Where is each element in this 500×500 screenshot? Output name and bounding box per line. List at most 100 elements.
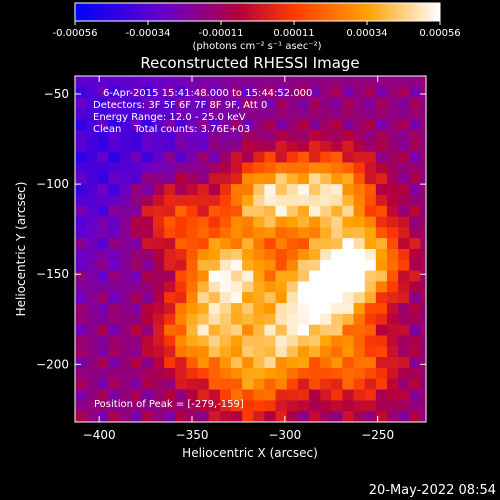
heatmap-cell — [75, 335, 87, 347]
y-axis-ticks: −50 −100 −150 −200 — [36, 87, 426, 371]
heatmap-cell — [86, 184, 98, 196]
heatmap-cell — [186, 378, 199, 391]
heatmap-cell — [331, 270, 344, 283]
heatmap-cell — [153, 184, 165, 196]
heatmap-cell — [375, 162, 388, 174]
heatmap-cell — [108, 108, 121, 120]
heatmap-cell — [309, 249, 321, 261]
heatmap-cell — [275, 140, 288, 153]
heatmap-cell — [353, 335, 366, 347]
heatmap-cell — [97, 313, 110, 326]
heatmap-cell — [264, 86, 277, 99]
heatmap-cell — [253, 346, 266, 358]
heatmap-cell — [86, 249, 98, 261]
heatmap-cell — [186, 227, 199, 239]
heatmap-cell — [286, 216, 299, 228]
heatmap-cell — [297, 162, 310, 174]
heatmap-cell — [208, 140, 221, 153]
heatmap-cell — [242, 119, 254, 131]
heatmap-cell — [353, 367, 366, 380]
heatmap-cell — [342, 389, 355, 401]
heatmap-cell — [297, 86, 310, 99]
heatmap-cell — [208, 162, 221, 174]
heatmap-cell — [108, 400, 121, 412]
heatmap-cell — [86, 270, 98, 283]
heatmap-cell — [286, 184, 299, 196]
heatmap-cell — [387, 324, 399, 337]
info-clean-counts: Clean Total counts: 3.76E+03 — [93, 124, 250, 135]
heatmap-cell — [153, 86, 165, 99]
heatmap-cell — [286, 389, 299, 401]
heatmap-cell — [364, 227, 377, 239]
heatmap-cell — [297, 227, 310, 239]
heatmap-cell — [242, 97, 254, 110]
heatmap-cell — [398, 313, 410, 326]
heatmap-cell — [409, 259, 422, 272]
heatmap-cell — [275, 184, 288, 196]
heatmap-cell — [219, 173, 232, 185]
heatmap-cell — [398, 76, 410, 88]
heatmap-cell — [387, 389, 399, 401]
heatmap-cell — [387, 119, 399, 131]
heatmap-cell — [264, 173, 277, 185]
heatmap-cell — [130, 389, 143, 401]
heatmap-cell — [75, 367, 87, 380]
heatmap-cell — [275, 357, 288, 369]
heatmap-cell — [387, 173, 399, 185]
heatmap-cell — [331, 346, 344, 358]
heatmap-cell — [141, 97, 154, 110]
heatmap-cell — [331, 259, 344, 272]
heatmap-cell — [108, 140, 121, 153]
heatmap-cell — [197, 205, 210, 218]
heatmap-cell — [75, 227, 87, 239]
heatmap-cell — [264, 119, 277, 131]
heatmap-cell — [242, 184, 254, 196]
heatmap-cell — [420, 130, 426, 142]
heatmap-cell — [320, 259, 332, 272]
heatmap-cell — [320, 270, 332, 283]
heatmap-cell — [175, 270, 188, 283]
heatmap-cell — [153, 97, 165, 110]
heatmap-cell — [153, 162, 165, 174]
heatmap-cell — [130, 292, 143, 304]
heatmap-cell — [331, 324, 344, 337]
heatmap-cell — [108, 313, 121, 326]
heatmap-cell — [164, 357, 176, 369]
heatmap-cell — [387, 97, 399, 110]
colorbar-unit-label: (photons cm⁻² s⁻¹ asec⁻²) — [192, 41, 321, 52]
heatmap-cell — [331, 249, 344, 261]
heatmap-cell — [375, 238, 388, 250]
heatmap-cell — [108, 389, 121, 401]
heatmap-cell — [219, 238, 232, 250]
heatmap-cell — [387, 184, 399, 196]
heatmap-cell — [320, 313, 332, 326]
heatmap-cell — [130, 194, 143, 207]
heatmap-cell — [75, 357, 87, 369]
heatmap-cell — [197, 97, 210, 110]
heatmap-cell — [86, 140, 98, 153]
heatmap-cell — [342, 140, 355, 153]
heatmap-cell — [219, 357, 232, 369]
heatmap-cell — [275, 130, 288, 142]
heatmap-cell — [242, 335, 254, 347]
heatmap-cell — [364, 378, 377, 391]
heatmap-cell — [398, 411, 410, 422]
heatmap-cell — [75, 151, 87, 164]
heatmap-cell — [420, 162, 426, 174]
heatmap-cell — [253, 259, 266, 272]
heatmap-cell — [375, 205, 388, 218]
heatmap-cell — [197, 270, 210, 283]
heatmap-cell — [342, 227, 355, 239]
heatmap-cell — [219, 86, 232, 99]
heatmap-cell — [141, 367, 154, 380]
heatmap-cell — [197, 162, 210, 174]
heatmap-cell — [409, 281, 422, 293]
heatmap-cell — [97, 346, 110, 358]
heatmap-cell — [264, 303, 277, 315]
heatmap-cell — [331, 76, 344, 88]
heatmap-cell — [164, 324, 176, 337]
heatmap-cell — [420, 205, 426, 218]
heatmap-cell — [141, 151, 154, 164]
heatmap-cell — [309, 76, 321, 88]
heatmap-cell — [130, 367, 143, 380]
